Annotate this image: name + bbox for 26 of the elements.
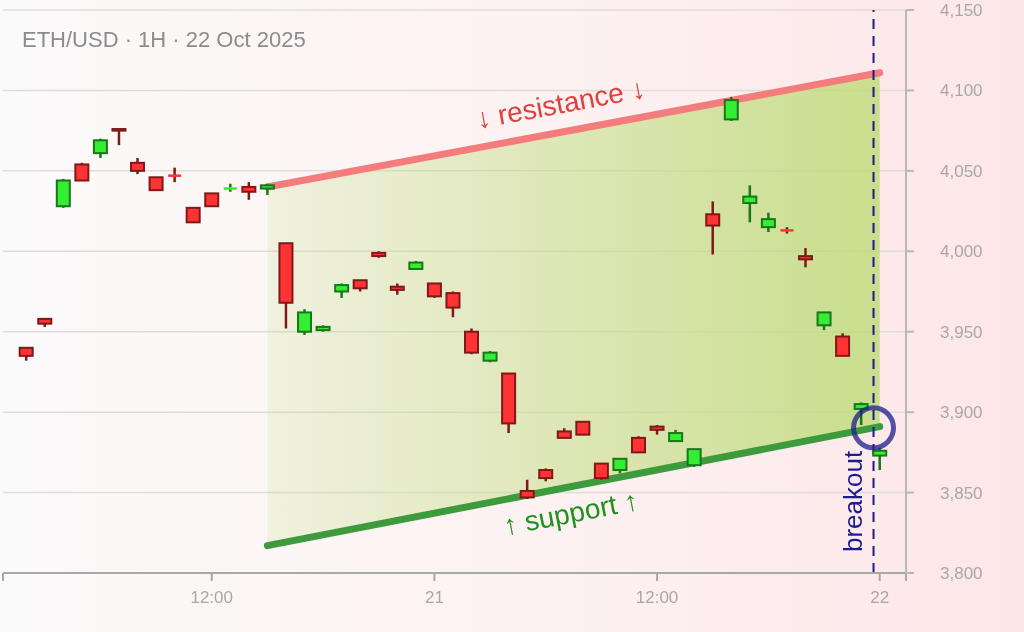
x-tick-label: 12:00 <box>635 588 679 608</box>
text: ↓ resistance ↓ <box>473 72 648 135</box>
candlestick <box>798 246 813 269</box>
y-tick-label: 4,050 <box>940 161 983 181</box>
y-tick-label: 3,800 <box>940 564 983 584</box>
y-tick-label: 3,950 <box>940 322 983 342</box>
candlestick <box>742 184 758 224</box>
x-tick-label: 22 <box>870 588 890 608</box>
y-tick-label: 3,900 <box>940 403 983 423</box>
y-tick-label: 3,850 <box>940 483 983 503</box>
candlestick <box>872 446 888 472</box>
y-tick-label: 4,100 <box>940 81 983 101</box>
candlestick <box>835 332 851 358</box>
ref-line-label: breakout <box>837 450 868 552</box>
y-tick-label: 4,000 <box>940 242 983 262</box>
candlestick <box>705 200 721 256</box>
x-tick-label: 12:00 <box>190 588 234 608</box>
y-tick-label: 4,150 <box>940 1 983 21</box>
text: ↑ support ↑ <box>500 484 641 541</box>
candlestick <box>464 327 480 356</box>
candlestick <box>168 166 182 184</box>
text: ETH/USD · 1H · 22 Oct 2025 <box>22 27 306 53</box>
candlestick <box>760 211 776 234</box>
candlestick <box>723 95 739 123</box>
x-tick-label: 21 <box>424 588 444 608</box>
candlestick <box>445 290 461 319</box>
